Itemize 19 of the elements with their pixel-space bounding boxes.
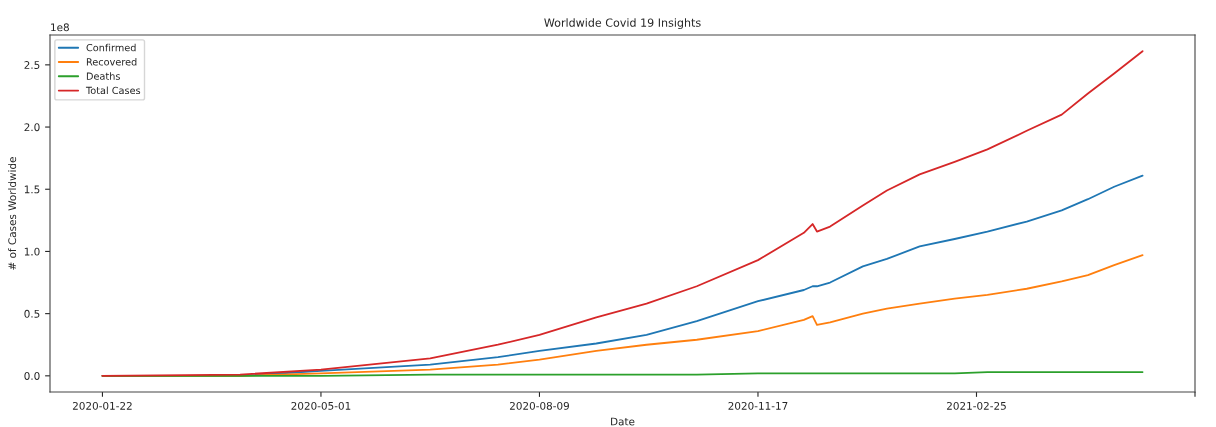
y-tick-label: 1.0 xyxy=(24,247,40,256)
legend-label: Total Cases xyxy=(85,86,141,95)
chart-title: Worldwide Covid 19 Insights xyxy=(544,18,701,29)
x-tick-label: 2020-11-17 xyxy=(728,401,788,410)
y-tick-label: 0.0 xyxy=(24,372,40,380)
y-tick-label: 1.5 xyxy=(24,185,40,194)
x-tick-label: 2020-05-01 xyxy=(291,401,351,410)
y-axis-title: # of Cases Worldwide xyxy=(8,157,17,270)
x-tick-label: 2020-01-22 xyxy=(72,401,132,410)
y-tick-label: 2.5 xyxy=(24,61,40,69)
x-tick-label: 2021-02-25 xyxy=(946,401,1006,410)
legend-label: Recovered xyxy=(86,58,137,66)
legend-label: Deaths xyxy=(86,72,120,80)
y-tick-label: 2.0 xyxy=(24,123,40,132)
y-tick-label: 0.5 xyxy=(24,309,40,318)
x-axis-title: Date xyxy=(611,417,635,426)
x-tick-label: 2020-08-09 xyxy=(509,401,569,410)
text: 1e8 xyxy=(51,23,69,32)
legend-label: Confirmed xyxy=(86,43,136,52)
